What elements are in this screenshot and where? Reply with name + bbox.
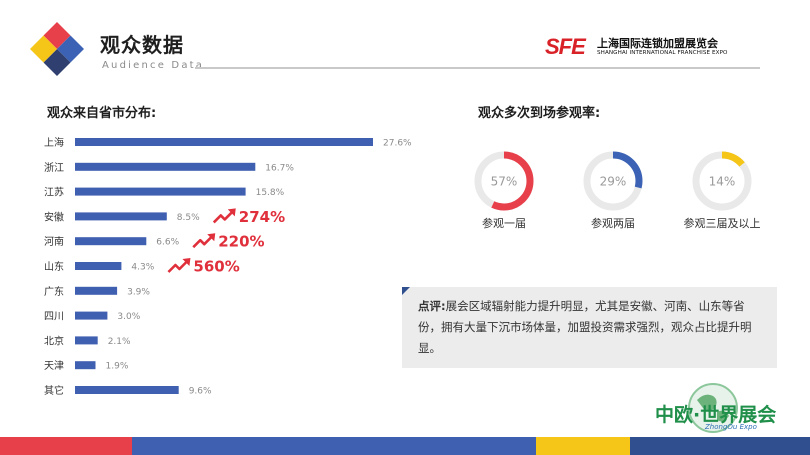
repeat-visit-heading: 观众多次到场参观率: (478, 106, 601, 121)
comment-text: 点评:展会区域辐射能力提升明显，尤其是安徽、河南、山东等省份，拥有大量下沉市场体… (418, 296, 763, 359)
bar (75, 286, 118, 295)
donut-category-label: 参观两届 (591, 217, 635, 230)
bar-category-label: 其它 (44, 384, 64, 397)
bar-category-label: 河南 (44, 235, 64, 248)
donut-arc (692, 151, 752, 211)
bar-value-label: 1.9% (106, 362, 129, 372)
bar-value-label: 8.5% (177, 213, 200, 223)
bar (75, 386, 179, 394)
comment-box: 点评:展会区域辐射能力提升明显，尤其是安徽、河南、山东等省份，拥有大量下沉市场体… (402, 287, 777, 368)
sfe-name-en: SHANGHAI INTERNATIONAL FRANCHISE EXPO (597, 50, 728, 56)
bar-value-label: 6.6% (156, 238, 179, 248)
growth-arrow-icon (167, 258, 191, 273)
sfe-brand-logo: SFE 上海国际连锁加盟展览会 SHANGHAI INTERNATIONAL F… (545, 34, 770, 62)
comment-body: 展会区域辐射能力提升明显，尤其是安徽、河南、山东等省份，拥有大量下沉市场体量，加… (418, 299, 752, 355)
page-title: 观众数据 (100, 33, 184, 57)
bar (75, 262, 122, 270)
bar-value-label: 4.3% (131, 263, 154, 273)
growth-arrow-icon (192, 233, 216, 249)
page-subtitle: Audience Data (102, 60, 205, 71)
bar (75, 237, 147, 246)
growth-label: 560% (193, 258, 239, 276)
donut-chart: 57% (474, 151, 534, 211)
donut-value-label: 29% (600, 175, 627, 189)
growth-label: 274% (239, 208, 285, 226)
bar-value-label: 9.6% (189, 387, 212, 397)
province-bar-chart: 上海 27.6% 浙江 16.7% 江苏 15.8% 安徽 8.5% 274% 河南 6.6% 220… (44, 136, 412, 397)
donut-chart: 14% (692, 151, 752, 211)
zhongou-expo-logo: 中欧·世界展会 ZhongOu Expo (635, 375, 810, 445)
growth-label: 220% (218, 233, 264, 251)
bar (75, 311, 108, 320)
bar (75, 138, 373, 146)
diamond-logo-icon (30, 22, 84, 76)
bar-category-label: 安徽 (44, 210, 64, 223)
header-divider (195, 67, 760, 69)
bar-value-label: 15.8% (256, 188, 285, 198)
expo-subtitle: ZhongOu Expo (705, 423, 757, 431)
bar-category-label: 江苏 (44, 186, 64, 199)
donut-arc (583, 151, 643, 211)
expo-name: 中欧·世界展会 (655, 404, 777, 426)
bar-category-label: 广东 (44, 285, 64, 298)
bottom-bar-segment (132, 437, 536, 455)
bar-value-label: 27.6% (383, 139, 412, 149)
donut-arc (474, 151, 534, 211)
donut-chart: 29% (583, 151, 643, 211)
bar-category-label: 上海 (44, 136, 64, 149)
distribution-heading: 观众来自省市分布: (47, 106, 157, 121)
bar (75, 336, 98, 345)
growth-arrow-icon (212, 208, 236, 224)
bottom-bar-segment (630, 437, 810, 455)
donut-category-label: 参观三届及以上 (683, 217, 761, 230)
bar-category-label: 四川 (44, 312, 64, 323)
bar (75, 361, 96, 370)
bar-value-label: 3.9% (127, 287, 150, 297)
donut-category-label: 参观一届 (482, 217, 526, 230)
sfe-mark: SFE (545, 34, 586, 59)
sfe-name-cn: 上海国际连锁加盟展览会 (597, 37, 718, 50)
bar (75, 187, 246, 196)
bar-category-label: 山东 (44, 260, 64, 273)
bar-category-label: 浙江 (44, 162, 64, 174)
donut-value-label: 57% (491, 175, 518, 189)
bottom-bar-segment (536, 437, 630, 455)
bar-category-label: 天津 (44, 360, 64, 372)
comment-head: 点评: (418, 299, 446, 313)
donut-value-label: 14% (709, 175, 736, 189)
bar-value-label: 16.7% (265, 163, 294, 173)
bar-category-label: 北京 (44, 334, 64, 347)
bar (75, 162, 256, 171)
bottom-color-bar (0, 437, 810, 455)
bottom-bar-segment (0, 437, 132, 455)
bar-value-label: 2.1% (108, 337, 131, 347)
bar-value-label: 3.0% (117, 312, 140, 322)
globe-icon (688, 383, 738, 433)
bar (75, 212, 167, 221)
comment-corner-accent (402, 287, 410, 295)
